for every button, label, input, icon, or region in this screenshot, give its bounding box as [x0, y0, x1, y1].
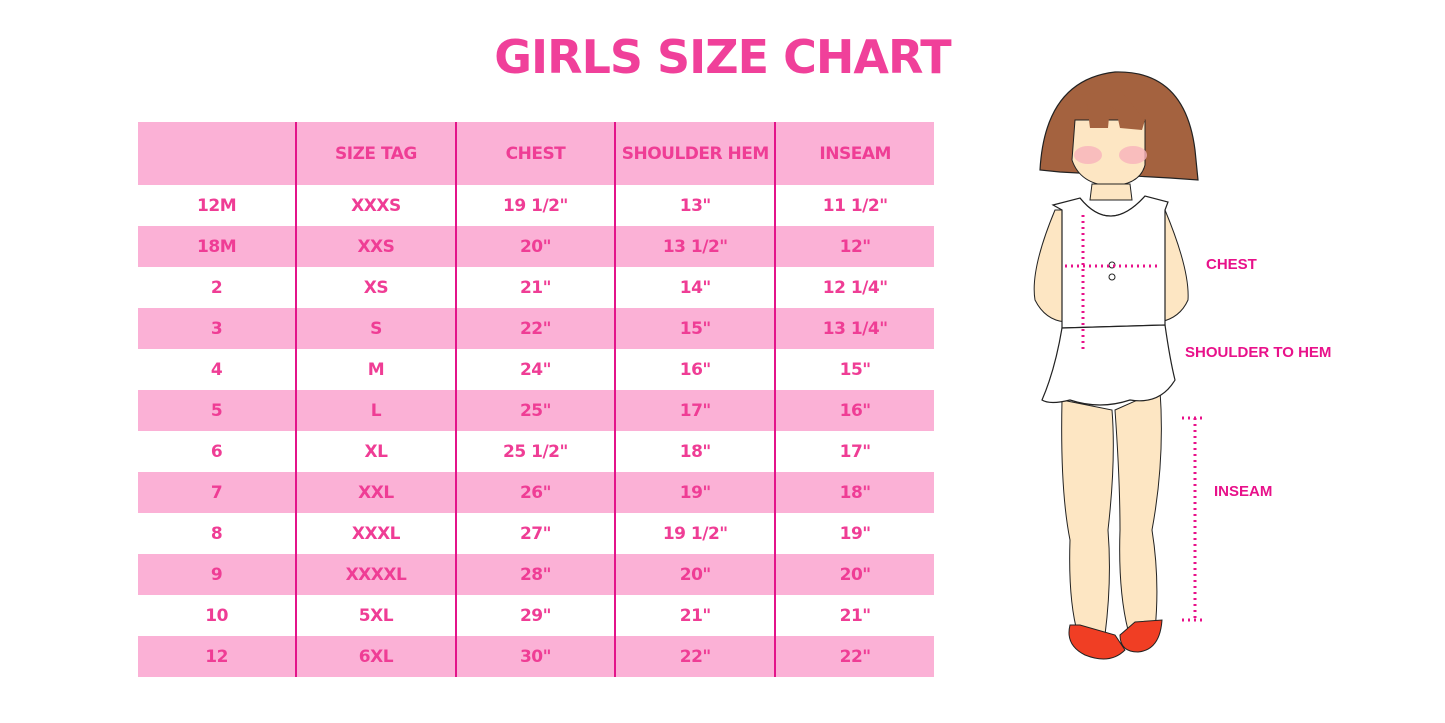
- table-cell: 21": [774, 595, 934, 636]
- table-cell: 19": [614, 472, 776, 513]
- table-cell: 6: [210, 441, 223, 462]
- table-cell: 12M: [197, 195, 237, 216]
- table-cell: 5: [210, 400, 223, 421]
- table-cell: 13 1/4": [774, 308, 934, 349]
- table-cell: 10: [205, 605, 228, 626]
- table-cell: 21": [454, 267, 616, 308]
- table-cell: XS: [295, 267, 456, 308]
- table-row: 10 5XL 29" 21" 21": [138, 595, 934, 636]
- table-cell: 12 1/4": [774, 267, 934, 308]
- table-cell: 20": [774, 554, 934, 595]
- table-cell: 14": [614, 267, 776, 308]
- size-chart-table: SIZE TAG CHEST SHOULDER HEM INSEAM 12M XXXS 1…: [138, 122, 934, 677]
- table-cell: 18": [774, 472, 934, 513]
- column-header: SIZE TAG: [295, 122, 456, 185]
- column-header: INSEAM: [774, 122, 934, 185]
- table-cell: 3: [210, 318, 223, 339]
- table-cell: 19 1/2": [614, 513, 776, 554]
- inseam-label: INSEAM: [1214, 483, 1273, 500]
- table-cell: 5XL: [295, 595, 456, 636]
- table-row: 6 XL 25 1/2" 18" 17": [138, 431, 934, 472]
- table-cell: 12": [774, 226, 934, 267]
- table-cell: M: [295, 349, 456, 390]
- table-cell: 24": [454, 349, 616, 390]
- table-cell: 26": [454, 472, 616, 513]
- table-cell: 17": [614, 390, 776, 431]
- table-cell: 9: [210, 564, 223, 585]
- table-cell: 22": [614, 636, 776, 677]
- table-row: 5 L 25" 17" 16": [138, 390, 934, 431]
- table-cell: 30": [454, 636, 616, 677]
- table-cell: XL: [295, 431, 456, 472]
- table-cell: 4: [210, 359, 223, 380]
- table-cell: 12: [205, 646, 228, 667]
- table-cell: 7: [210, 482, 223, 503]
- column-header: CHEST: [454, 122, 616, 185]
- table-row: 4 M 24" 16" 15": [138, 349, 934, 390]
- table-cell: 28": [454, 554, 616, 595]
- table-row: 9 XXXXL 28" 20" 20": [138, 554, 934, 595]
- table-row: 3 S 22" 15" 13 1/4": [138, 308, 934, 349]
- table-row: 8 XXXL 27" 19 1/2" 19": [138, 513, 934, 554]
- table-cell: 20": [454, 226, 616, 267]
- table-cell: 11 1/2": [774, 185, 934, 226]
- girl-measurement-illustration: [1020, 60, 1380, 674]
- table-cell: 2: [210, 277, 223, 298]
- table-cell: 15": [614, 308, 776, 349]
- table-cell: 27": [454, 513, 616, 554]
- shoulder-to-hem-label: SHOULDER TO HEM: [1185, 344, 1332, 361]
- page-title: GIRLS SIZE CHART: [494, 30, 951, 84]
- table-cell: S: [295, 308, 456, 349]
- table-cell: XXXL: [295, 513, 456, 554]
- table-cell: 8: [210, 523, 223, 544]
- table-cell: 16": [774, 390, 934, 431]
- table-cell: 6XL: [295, 636, 456, 677]
- table-cell: 25": [454, 390, 616, 431]
- column-header: SHOULDER HEM: [614, 122, 776, 185]
- table-header-row: SIZE TAG CHEST SHOULDER HEM INSEAM: [138, 122, 934, 185]
- table-row: 12M XXXS 19 1/2" 13" 11 1/2": [138, 185, 934, 226]
- table-cell: 22": [454, 308, 616, 349]
- table-cell: XXXXL: [295, 554, 456, 595]
- table-cell: 13 1/2": [614, 226, 776, 267]
- table-cell: 22": [774, 636, 934, 677]
- chest-label: CHEST: [1206, 256, 1257, 273]
- table-row: 2 XS 21" 14" 12 1/4": [138, 267, 934, 308]
- table-cell: 18M: [197, 236, 237, 257]
- table-row: 7 XXL 26" 19" 18": [138, 472, 934, 513]
- table-row: 12 6XL 30" 22" 22": [138, 636, 934, 677]
- table-cell: 29": [454, 595, 616, 636]
- table-cell: XXS: [295, 226, 456, 267]
- table-cell: 13": [614, 185, 776, 226]
- table-cell: 20": [614, 554, 776, 595]
- table-cell: 19": [774, 513, 934, 554]
- table-cell: 18": [614, 431, 776, 472]
- table-cell: 15": [774, 349, 934, 390]
- table-cell: XXXS: [295, 185, 456, 226]
- table-cell: 21": [614, 595, 776, 636]
- table-row: 18M XXS 20" 13 1/2" 12": [138, 226, 934, 267]
- column-header: [138, 122, 296, 185]
- table-cell: L: [295, 390, 456, 431]
- table-cell: 19 1/2": [454, 185, 616, 226]
- table-cell: XXL: [295, 472, 456, 513]
- table-cell: 25 1/2": [454, 431, 616, 472]
- table-cell: 16": [614, 349, 776, 390]
- table-cell: 17": [774, 431, 934, 472]
